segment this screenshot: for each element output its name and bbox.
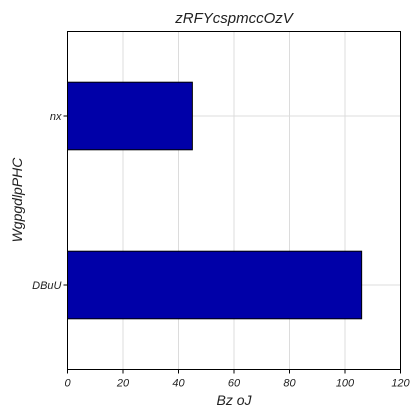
x-axis-ticks: 0 20 40 60 80 100 120 [64,369,411,390]
x-tick-label: 40 [172,378,185,390]
y-tick-label: DBuU [32,280,61,292]
x-tick-label: 60 [228,378,241,390]
x-tick-label: 120 [391,378,410,390]
y-axis-ticks: DBuU nx [32,111,68,292]
chart-title: zRFYcspmccOzV [174,10,295,27]
y-tick-label: nx [50,111,62,123]
x-tick-label: 20 [116,378,130,390]
bars [67,81,363,320]
x-tick-label: 100 [336,378,355,390]
x-axis-label: Bz oJ [216,392,252,408]
bar-nx [67,81,193,151]
x-tick-label: 80 [283,378,296,390]
y-axis-label: WgpgdlpPHC [9,157,25,243]
x-tick-label: 0 [64,378,71,390]
bar-dbuu [67,250,363,320]
